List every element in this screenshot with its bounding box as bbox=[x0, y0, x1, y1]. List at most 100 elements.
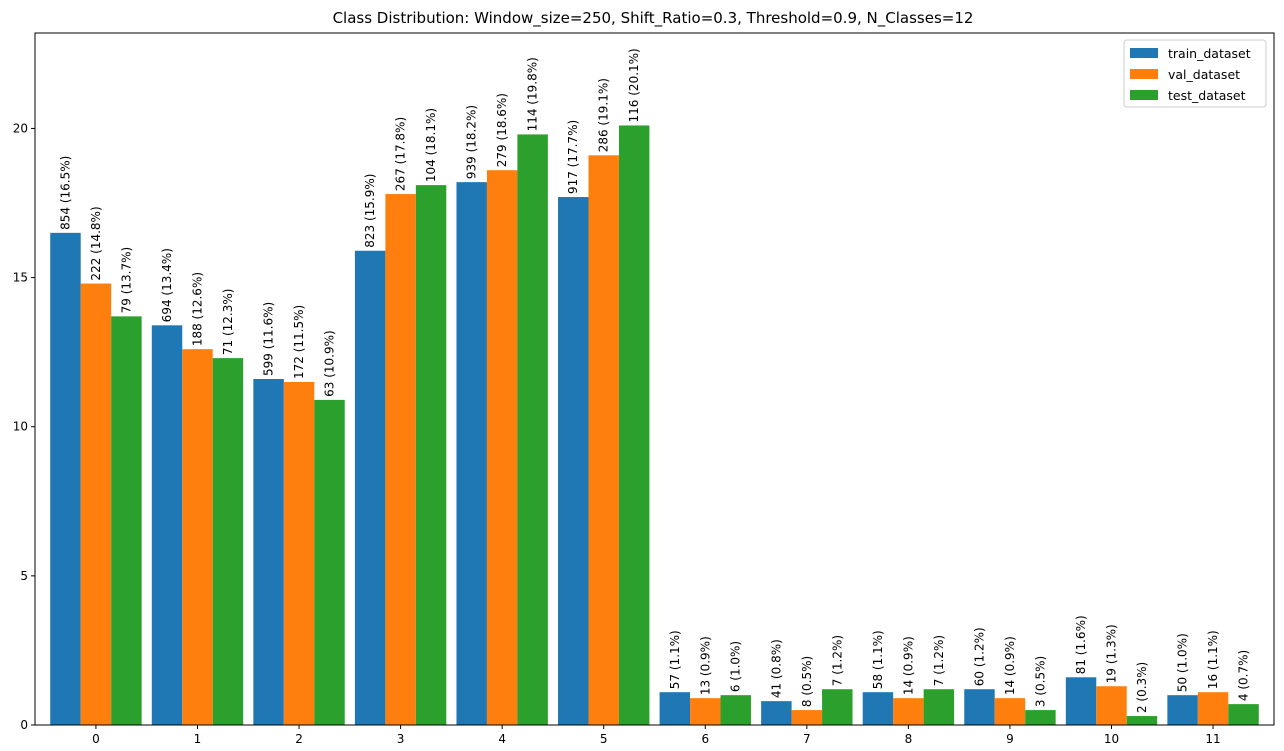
data-label-val_dataset-5: 286 (19.1%) bbox=[597, 78, 611, 152]
bar-val_dataset-2 bbox=[284, 382, 314, 725]
y-tick-label: 0 bbox=[20, 718, 28, 732]
bar-test_dataset-4 bbox=[517, 134, 547, 725]
legend-label-train_dataset: train_dataset bbox=[1168, 46, 1251, 61]
bar-test_dataset-11 bbox=[1228, 704, 1258, 725]
bar-test_dataset-3 bbox=[416, 185, 446, 725]
x-tick-label: 0 bbox=[92, 732, 100, 746]
y-tick-label: 10 bbox=[13, 420, 28, 434]
bar-val_dataset-1 bbox=[182, 349, 212, 725]
data-label-test_dataset-10: 2 (0.3%) bbox=[1135, 662, 1149, 713]
bar-val_dataset-6 bbox=[690, 698, 720, 725]
data-label-test_dataset-9: 3 (0.5%) bbox=[1033, 656, 1047, 707]
y-tick-label: 5 bbox=[20, 569, 28, 583]
x-tick-label: 10 bbox=[1104, 732, 1119, 746]
data-label-test_dataset-3: 104 (18.1%) bbox=[424, 108, 438, 182]
data-label-train_dataset-11: 50 (1.0%) bbox=[1176, 633, 1190, 692]
data-label-val_dataset-6: 13 (0.9%) bbox=[698, 636, 712, 695]
bar-val_dataset-3 bbox=[385, 194, 415, 725]
legend-swatch-train_dataset bbox=[1130, 48, 1158, 58]
data-label-val_dataset-10: 19 (1.3%) bbox=[1105, 624, 1119, 683]
bar-test_dataset-1 bbox=[213, 358, 243, 725]
data-label-train_dataset-6: 57 (1.1%) bbox=[668, 630, 682, 689]
legend-swatch-val_dataset bbox=[1130, 69, 1158, 79]
y-tick-label: 20 bbox=[13, 121, 28, 135]
data-label-val_dataset-7: 8 (0.5%) bbox=[800, 656, 814, 707]
bar-test_dataset-0 bbox=[111, 316, 141, 725]
x-tick-label: 2 bbox=[295, 732, 303, 746]
y-tick-label: 15 bbox=[13, 271, 28, 285]
bar-train_dataset-6 bbox=[660, 692, 690, 725]
data-label-train_dataset-8: 58 (1.1%) bbox=[871, 630, 885, 689]
data-label-val_dataset-9: 14 (0.9%) bbox=[1003, 636, 1017, 695]
data-label-test_dataset-2: 63 (10.9%) bbox=[323, 330, 337, 397]
y-axis: 0 5 10 15 20 bbox=[13, 121, 35, 732]
chart-title: Class Distribution: Window_size=250, Shi… bbox=[333, 9, 974, 28]
data-label-test_dataset-1: 71 (12.3%) bbox=[221, 289, 235, 356]
bar-train_dataset-2 bbox=[253, 379, 283, 725]
data-label-train_dataset-9: 60 (1.2%) bbox=[972, 627, 986, 686]
bar-train_dataset-1 bbox=[152, 325, 182, 725]
data-label-test_dataset-6: 6 (1.0%) bbox=[729, 641, 743, 692]
data-label-test_dataset-7: 7 (1.2%) bbox=[830, 635, 844, 686]
bar-train_dataset-4 bbox=[456, 182, 486, 725]
data-label-train_dataset-0: 854 (16.5%) bbox=[58, 156, 72, 230]
bar-train_dataset-10 bbox=[1066, 677, 1096, 725]
data-label-train_dataset-1: 694 (13.4%) bbox=[160, 248, 174, 322]
data-label-test_dataset-8: 7 (1.2%) bbox=[932, 635, 946, 686]
data-label-val_dataset-0: 222 (14.8%) bbox=[89, 206, 103, 280]
x-tick-label: 7 bbox=[803, 732, 811, 746]
bar-test_dataset-5 bbox=[619, 125, 649, 725]
data-label-train_dataset-3: 823 (15.9%) bbox=[363, 174, 377, 248]
x-tick-label: 4 bbox=[498, 732, 506, 746]
x-tick-label: 9 bbox=[1006, 732, 1014, 746]
data-label-test_dataset-4: 114 (19.8%) bbox=[526, 57, 540, 131]
x-tick-label: 8 bbox=[905, 732, 913, 746]
data-label-val_dataset-3: 267 (17.8%) bbox=[394, 117, 408, 191]
data-label-train_dataset-4: 939 (18.2%) bbox=[465, 105, 479, 179]
data-label-val_dataset-4: 279 (18.6%) bbox=[495, 93, 509, 167]
bar-train_dataset-9 bbox=[964, 689, 994, 725]
data-label-val_dataset-8: 14 (0.9%) bbox=[901, 636, 915, 695]
bar-val_dataset-7 bbox=[792, 710, 822, 725]
bar-train_dataset-7 bbox=[761, 701, 791, 725]
x-tick-label: 11 bbox=[1205, 732, 1220, 746]
bar-test_dataset-6 bbox=[721, 695, 751, 725]
bar-val_dataset-0 bbox=[81, 284, 111, 725]
bar-train_dataset-5 bbox=[558, 197, 588, 725]
data-label-test_dataset-11: 4 (0.7%) bbox=[1237, 650, 1251, 701]
x-axis: 0 1 2 3 4 5 6 7 8 9 10 11 bbox=[92, 725, 1221, 746]
legend-swatch-test_dataset bbox=[1130, 90, 1158, 100]
x-tick-label: 6 bbox=[701, 732, 709, 746]
data-label-val_dataset-2: 172 (11.5%) bbox=[292, 305, 306, 379]
bar-val_dataset-10 bbox=[1096, 686, 1126, 725]
bar-train_dataset-8 bbox=[863, 692, 893, 725]
x-tick-label: 1 bbox=[194, 732, 202, 746]
bar-val_dataset-8 bbox=[893, 698, 923, 725]
bar-train_dataset-3 bbox=[355, 251, 385, 725]
data-label-test_dataset-5: 116 (20.1%) bbox=[627, 48, 641, 122]
bar-train_dataset-0 bbox=[50, 233, 80, 725]
bar-test_dataset-7 bbox=[822, 689, 852, 725]
data-label-train_dataset-10: 81 (1.6%) bbox=[1074, 615, 1088, 674]
data-label-train_dataset-2: 599 (11.6%) bbox=[262, 302, 276, 376]
bar-test_dataset-10 bbox=[1127, 716, 1157, 725]
bar-val_dataset-11 bbox=[1198, 692, 1228, 725]
bar-test_dataset-2 bbox=[314, 400, 344, 725]
data-label-train_dataset-7: 41 (0.8%) bbox=[769, 639, 783, 698]
bar-val_dataset-9 bbox=[995, 698, 1025, 725]
bar-test_dataset-8 bbox=[924, 689, 954, 725]
legend-label-val_dataset: val_dataset bbox=[1168, 67, 1240, 82]
data-label-test_dataset-0: 79 (13.7%) bbox=[119, 247, 133, 314]
legend-label-test_dataset: test_dataset bbox=[1168, 88, 1246, 103]
x-tick-label: 5 bbox=[600, 732, 608, 746]
data-label-train_dataset-5: 917 (17.7%) bbox=[566, 120, 580, 194]
bar-val_dataset-4 bbox=[487, 170, 517, 725]
bar-test_dataset-9 bbox=[1025, 710, 1055, 725]
legend: train_dataset val_dataset test_dataset bbox=[1124, 40, 1266, 107]
bar-train_dataset-11 bbox=[1167, 695, 1197, 725]
x-tick-label: 3 bbox=[397, 732, 405, 746]
data-label-val_dataset-1: 188 (12.6%) bbox=[190, 272, 204, 346]
data-label-val_dataset-11: 16 (1.1%) bbox=[1206, 630, 1220, 689]
bar-val_dataset-5 bbox=[588, 155, 618, 725]
